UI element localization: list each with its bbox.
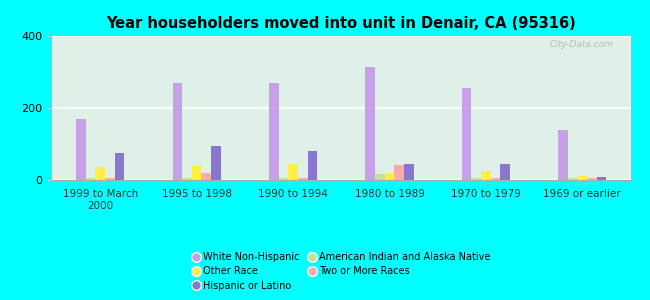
Bar [491, 178, 500, 180]
Bar [86, 178, 96, 180]
Bar [288, 164, 298, 180]
Bar [385, 173, 395, 180]
Bar [597, 177, 606, 180]
Bar [298, 178, 307, 180]
Bar [279, 178, 288, 180]
Bar [105, 178, 114, 180]
Bar [269, 83, 279, 180]
Bar [192, 166, 202, 180]
Legend: White Non-Hispanic, Other Race, Hispanic or Latino, American Indian and Alaska N: White Non-Hispanic, Other Race, Hispanic… [188, 248, 495, 295]
Bar [587, 178, 597, 180]
Bar [211, 146, 221, 180]
Bar [568, 178, 577, 180]
Bar [395, 165, 404, 180]
Bar [307, 151, 317, 180]
Bar [577, 176, 587, 180]
Bar [481, 171, 491, 180]
Bar [375, 173, 385, 180]
Bar [471, 178, 481, 180]
Title: Year householders moved into unit in Denair, CA (95316): Year householders moved into unit in Den… [107, 16, 576, 31]
Bar [404, 164, 413, 180]
Bar [500, 164, 510, 180]
Bar [114, 153, 124, 180]
Bar [558, 130, 568, 180]
Bar [365, 67, 375, 180]
Bar [182, 178, 192, 180]
Bar [202, 173, 211, 180]
Bar [96, 167, 105, 180]
Bar [172, 83, 182, 180]
Text: City-Data.com: City-Data.com [549, 40, 613, 49]
Bar [76, 119, 86, 180]
Bar [462, 88, 471, 180]
